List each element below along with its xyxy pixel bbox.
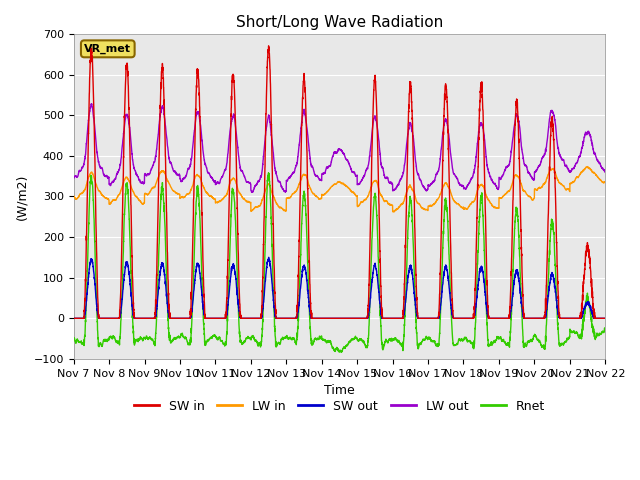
Text: VR_met: VR_met — [84, 44, 131, 54]
X-axis label: Time: Time — [324, 384, 355, 397]
Y-axis label: (W/m2): (W/m2) — [15, 173, 28, 220]
Title: Short/Long Wave Radiation: Short/Long Wave Radiation — [236, 15, 443, 30]
Legend: SW in, LW in, SW out, LW out, Rnet: SW in, LW in, SW out, LW out, Rnet — [129, 395, 550, 418]
